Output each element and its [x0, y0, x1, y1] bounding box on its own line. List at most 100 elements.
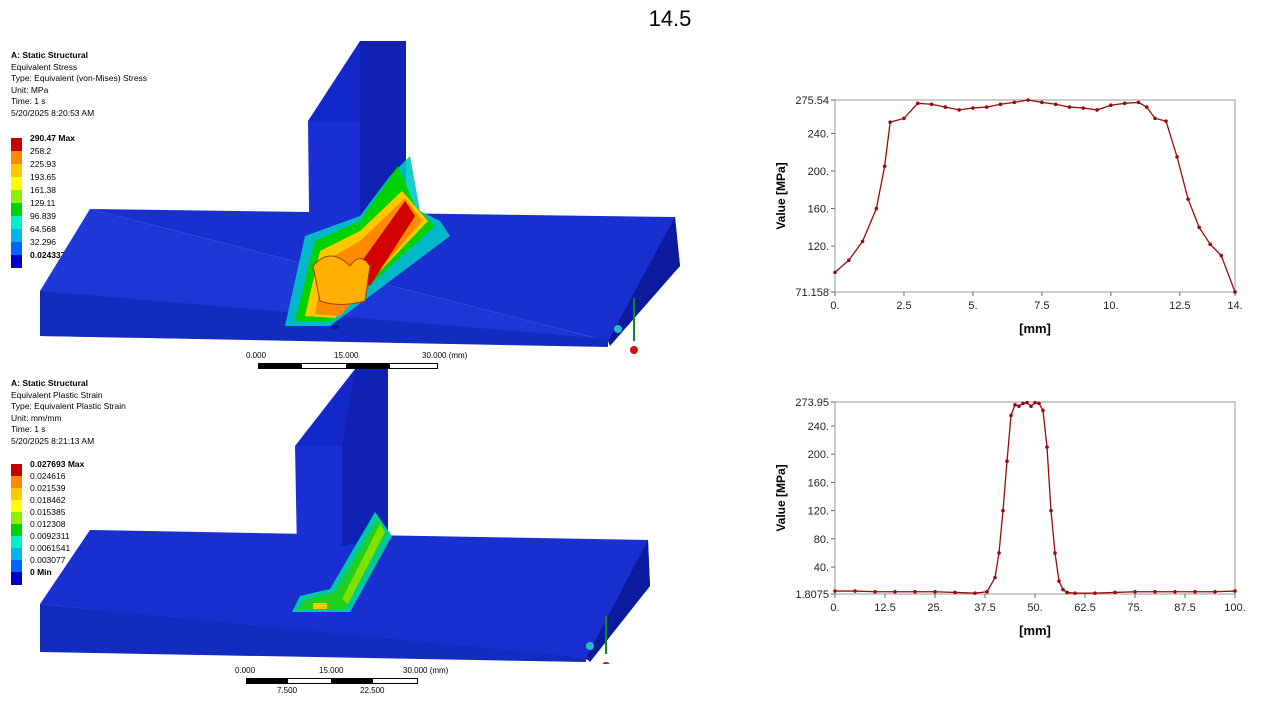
contour-max	[313, 603, 327, 609]
scale-bar-stress: 0.000 15.000 30.000 (mm)	[246, 351, 476, 371]
data-point	[1186, 197, 1190, 201]
legend-label: 0.015385	[30, 507, 66, 517]
x-tick-label: 0.	[830, 602, 839, 614]
result-time: Time: 1 s	[11, 96, 46, 106]
legend-label: 96.839	[30, 211, 56, 221]
data-point	[1053, 102, 1058, 107]
weld-section	[312, 255, 371, 305]
data-point	[984, 105, 989, 109]
scale-label: 7.500	[277, 686, 298, 695]
x-tick-label: 25.	[927, 602, 942, 614]
stiffener-front	[295, 446, 342, 604]
y-tick-label: 80.	[814, 534, 829, 546]
legend-swatch	[11, 488, 22, 501]
y-tick-label: 240.	[808, 128, 829, 140]
data-point	[985, 589, 989, 594]
data-point	[1122, 101, 1127, 106]
y-tick-label: 40.	[814, 562, 829, 574]
data-point	[1073, 591, 1077, 595]
legend-max-label: 0.027693 Max	[30, 459, 85, 469]
legend-swatch	[11, 476, 22, 489]
legend-swatch	[11, 536, 22, 549]
legend-swatch	[11, 255, 22, 268]
result-info-strain: A: Static Structural Equivalent Plastic …	[11, 378, 126, 447]
legend-label: 161.38	[30, 185, 56, 195]
data-point	[874, 206, 879, 211]
triad-x-point	[602, 662, 610, 664]
result-time: Time: 1 s	[11, 424, 46, 434]
data-point	[1025, 400, 1029, 405]
data-point	[933, 589, 937, 594]
legend-label: 0.0092311	[30, 531, 70, 541]
data-point	[997, 551, 1001, 555]
data-point	[1081, 106, 1086, 110]
result-name: Equivalent Plastic Strain	[11, 389, 103, 400]
data-point	[998, 102, 1003, 107]
legend-label: 0.012308	[30, 519, 66, 529]
result-type: Type: Equivalent Plastic Strain	[11, 401, 126, 411]
result-unit: Unit: MPa	[11, 84, 49, 95]
result-timestamp: 5/20/2025 8:20:53 AM	[11, 107, 95, 118]
stress-path-chart[interactable]: 71.158 120. 160. 200. 240. 275.54 0. 2.5 5. 7.5 10…	[770, 90, 1250, 350]
analysis-header: A: Static Structural	[11, 50, 88, 60]
legend-label: 225.93	[30, 159, 56, 169]
fea-model-strain[interactable]: Y	[30, 364, 670, 664]
y-tick-label: 160.	[808, 477, 829, 489]
legend-swatch	[11, 229, 22, 242]
triad-x-point	[630, 346, 638, 354]
x-tick-label: 7.5	[1034, 300, 1049, 312]
y-tick-label: 160.	[808, 204, 829, 216]
data-point	[1045, 445, 1049, 449]
data-point	[1164, 119, 1168, 123]
fea-model-stress[interactable]: Y	[30, 36, 700, 356]
data-point	[833, 589, 837, 593]
contour-max	[360, 201, 415, 286]
slide-title: 14.5	[648, 6, 692, 31]
stress-path-chart-2[interactable]: 1.8075 40. 80. 120. 160. 200. 240. 273.95 0. 12.5…	[770, 392, 1250, 652]
y-axis-label: Value [MPa]	[774, 162, 788, 229]
scale-label: 15.000	[334, 351, 359, 360]
legend-label: 0.0061541	[30, 543, 71, 553]
legend-swatch	[11, 524, 22, 537]
data-point	[971, 106, 975, 110]
legend-label: 0.024616	[30, 471, 66, 481]
x-tick-label: 14.	[1227, 300, 1242, 312]
data-point	[1233, 589, 1237, 593]
legend-swatch	[11, 151, 22, 164]
x-tick-label: 75.	[1127, 602, 1142, 614]
plate-front-face	[40, 604, 586, 662]
y-tick-label: 275.54	[795, 95, 829, 107]
x-tick-label: 2.5	[896, 300, 911, 312]
x-tick-label: 5.	[968, 300, 977, 312]
legend-swatch	[11, 216, 22, 229]
data-point	[853, 589, 857, 593]
legend-swatch	[11, 203, 22, 216]
scale-label: 0.000	[235, 666, 256, 675]
data-point	[953, 590, 957, 595]
triad-y-label: Y	[609, 617, 614, 624]
plate-side-face	[586, 540, 650, 662]
contour-mid	[298, 519, 386, 610]
data-point	[1153, 116, 1157, 121]
legend-swatch	[11, 548, 22, 561]
data-point	[943, 105, 948, 109]
contour-high	[342, 524, 385, 604]
data-point	[993, 575, 997, 580]
data-point	[1136, 100, 1141, 105]
legend-label: 129.11	[30, 198, 56, 208]
hole-marker	[331, 325, 339, 329]
data-point	[1093, 591, 1097, 595]
legend-swatch	[11, 177, 22, 190]
legend-swatch	[11, 500, 22, 513]
stiffener-side	[342, 369, 388, 546]
data-point	[1009, 413, 1013, 418]
legend-max-label: 290.47 Max	[30, 133, 75, 143]
x-tick-label: 50.	[1027, 602, 1042, 614]
data-point	[888, 120, 892, 124]
data-point	[1021, 401, 1025, 406]
legend-swatch	[11, 512, 22, 525]
x-tick-label: 12.5	[874, 602, 895, 614]
scale-bar-strain: 0.000 15.000 30.000 (mm) 7.500 22.500	[235, 666, 465, 700]
legend-swatch	[11, 190, 22, 203]
data-point	[873, 589, 877, 594]
